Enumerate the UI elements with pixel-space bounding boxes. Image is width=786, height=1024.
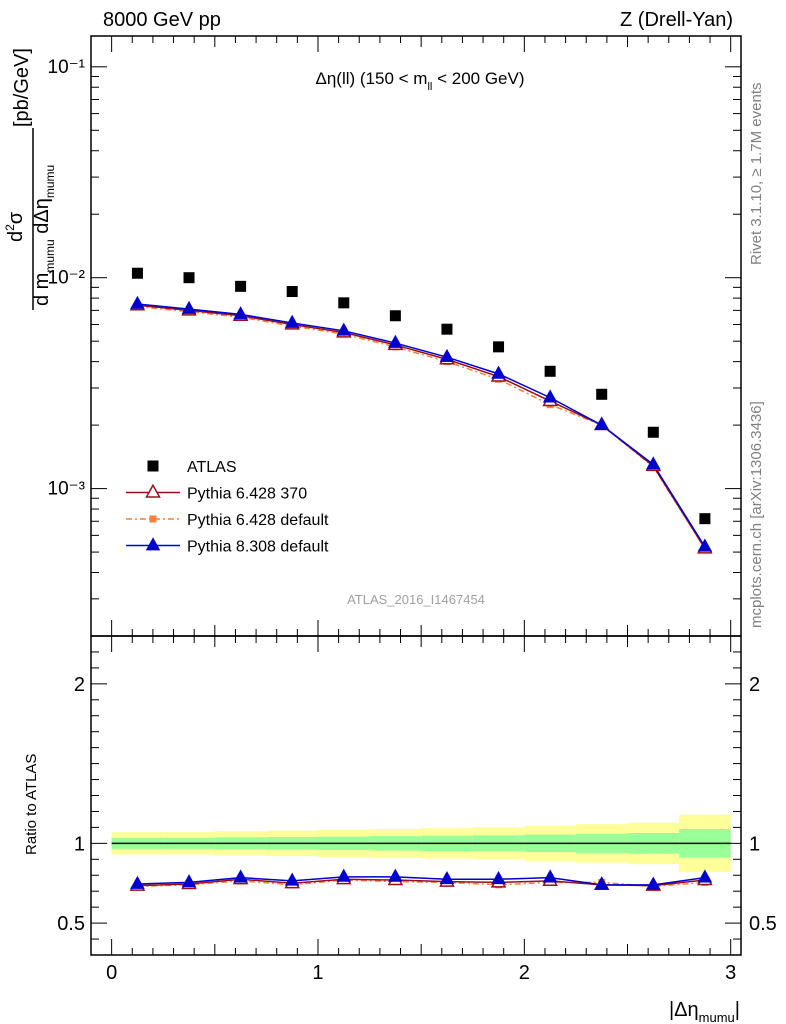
main-y-axis-label-group: d2σ d mmumu dΔηmumu [pb/GeV] <box>3 48 57 310</box>
ratio-y-tick-label-right: 0.5 <box>749 913 777 935</box>
y-tick-label: 10⁻³ <box>48 479 86 500</box>
atlas-point <box>338 297 350 309</box>
rivet-label: Rivet 3.1.10, ≥ 1.7M events <box>748 83 765 266</box>
x-tick-label: 1 <box>312 962 323 984</box>
ratio-y-tick-label-right: 1 <box>749 833 760 855</box>
py8-default-point <box>181 300 197 314</box>
y-tick-label: 10⁻¹ <box>48 57 86 78</box>
py8-default-point <box>336 322 352 336</box>
ratio-panel-border <box>90 635 742 956</box>
ratio-y-tick-label-right: 2 <box>749 674 760 696</box>
analysis-watermark: ATLAS_2016_I1467454 <box>347 592 485 607</box>
ratio-panel: 0.5 0.5 1 1 2 2 0 1 2 3 <box>57 635 777 984</box>
ratio-uncertainty-bands <box>111 814 731 873</box>
ratio-py8-default-point <box>130 875 145 889</box>
ratio-py8-default-point <box>181 874 197 888</box>
atlas-point <box>493 341 505 353</box>
y-tick-label: 10⁻² <box>48 268 86 289</box>
py8-default-point <box>542 389 558 403</box>
ratio-py8-default-point <box>491 870 506 885</box>
legend-marker-py6-370 <box>145 483 161 498</box>
ratio-py6-default-line <box>137 879 705 888</box>
svg-text:d2σ: d2σ <box>3 211 27 242</box>
atlas-point <box>286 286 298 298</box>
atlas-point <box>699 513 711 525</box>
ratio-y-tick-label: 1 <box>74 833 85 855</box>
header-left-label: 8000 GeV pp <box>103 9 221 31</box>
py8-default-point <box>130 295 145 309</box>
ratio-panel-frame <box>90 635 742 956</box>
ratio-py8-default-point <box>646 876 661 890</box>
ratio-py8-default-point <box>439 870 455 885</box>
py8-default-line <box>137 303 706 548</box>
svg-text:[pb/GeV]: [pb/GeV] <box>11 48 33 127</box>
atlas-point <box>544 365 556 377</box>
mcplots-label: mcplots.cern.ch [arXiv:1306.3436] <box>748 401 765 628</box>
atlas-point <box>647 426 659 438</box>
legend-marker-py8-default <box>145 537 161 551</box>
atlas-point <box>183 272 195 284</box>
x-tick-label: 2 <box>519 962 530 984</box>
main-panel: 10⁻¹ 10⁻² 10⁻³ <box>48 35 742 637</box>
x-tick-label: 0 <box>106 962 117 984</box>
ratio-py8-default-point <box>284 872 300 886</box>
ratio-panel-series <box>129 868 713 891</box>
header-right-label: Z (Drell-Yan) <box>620 9 733 31</box>
ratio-py8-default-point <box>697 869 713 883</box>
x-axis-label: |Δηmumu| <box>669 999 740 1024</box>
legend-marker-atlas <box>147 460 159 472</box>
py8-default-point <box>388 334 403 348</box>
py8-default-point <box>233 306 248 320</box>
ratio-py8-default-line <box>137 876 705 886</box>
atlas-point <box>596 388 608 400</box>
legend-label: Pythia 8.308 default <box>187 539 329 556</box>
py8-default-point <box>697 538 713 552</box>
legend: ATLAS Pythia 6.428 370 Pythia 6.428 defaul… <box>126 459 329 556</box>
ratio-panel-ticks: 0.5 0.5 1 1 2 2 0 1 2 3 <box>57 635 777 984</box>
atlas-point <box>441 323 453 335</box>
legend-label: Pythia 6.428 370 <box>187 486 307 503</box>
ratio-py8-default-point <box>594 876 609 890</box>
ratio-py8-default-point <box>336 868 352 882</box>
main-panel-ticks: 10⁻¹ 10⁻² 10⁻³ <box>48 36 741 637</box>
py8-default-point <box>284 314 300 328</box>
legend-label: ATLAS <box>187 459 237 476</box>
ratio-py8-default-point <box>542 869 558 883</box>
x-tick-label: 3 <box>725 962 736 984</box>
ratio-y-tick-label: 2 <box>74 674 85 696</box>
plot-title: Δη(ll) (150 < mll < 200 GeV) <box>315 69 524 93</box>
legend-marker-py6-default <box>149 515 157 523</box>
py8-default-point <box>491 365 506 379</box>
main-panel-series <box>129 267 713 554</box>
ratio-y-axis-label: Ratio to ATLAS <box>23 754 40 855</box>
atlas-point <box>235 280 247 292</box>
atlas-point <box>131 267 143 279</box>
py8-default-point <box>594 416 609 430</box>
ratio-py8-default-point <box>233 869 248 883</box>
py8-default-point <box>439 348 455 363</box>
py8-default-point <box>646 456 661 470</box>
ratio-py8-default-point <box>388 868 403 882</box>
legend-label: Pythia 6.428 default <box>187 512 329 529</box>
ratio-y-tick-label: 0.5 <box>57 913 85 935</box>
atlas-point <box>389 310 401 322</box>
